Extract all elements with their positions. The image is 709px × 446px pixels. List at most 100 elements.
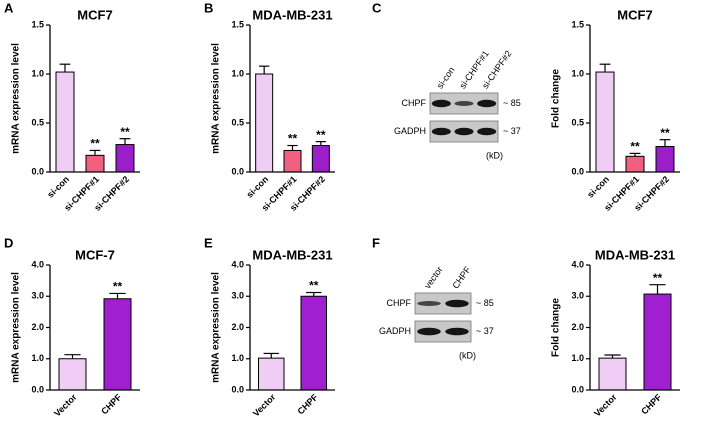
blot-band bbox=[431, 127, 451, 136]
y-axis-label: mRNA expression level bbox=[11, 43, 22, 154]
error-bar bbox=[287, 144, 298, 151]
error-bar bbox=[59, 63, 71, 73]
y-tick-label: 4.0 bbox=[231, 259, 244, 269]
y-tick-label: 1.0 bbox=[31, 353, 44, 363]
blot-band bbox=[417, 327, 441, 336]
chart-title: MCF-7 bbox=[75, 247, 115, 262]
blot-band bbox=[431, 99, 451, 108]
error-bar bbox=[89, 149, 101, 156]
panel-letter: E bbox=[204, 235, 213, 250]
blot-band bbox=[454, 127, 474, 136]
bar bbox=[598, 357, 627, 391]
x-tick-label: si-con bbox=[585, 174, 611, 200]
y-axis-label: mRNA expression level bbox=[11, 272, 22, 383]
protein-label: GADPH bbox=[394, 126, 426, 136]
y-tick-label: 1.0 bbox=[31, 68, 44, 78]
size-label: ~ 37 bbox=[503, 126, 521, 136]
bar bbox=[300, 295, 327, 391]
chart-title: MCF7 bbox=[77, 7, 112, 22]
y-tick-label: 3.0 bbox=[571, 291, 584, 301]
blot-band bbox=[417, 301, 441, 306]
y-tick-label: 0.5 bbox=[31, 117, 44, 127]
x-tick-label: Vector bbox=[52, 392, 79, 419]
y-axis-label: mRNA expression level bbox=[211, 43, 222, 154]
x-tick-label: si-con bbox=[244, 174, 270, 200]
y-tick-label: 4.0 bbox=[31, 259, 44, 269]
error-bar bbox=[649, 284, 666, 295]
blot-band bbox=[477, 99, 497, 108]
unit-label: (kD) bbox=[459, 350, 476, 360]
y-tick-label: 1.5 bbox=[571, 19, 584, 29]
y-tick-label: 4.0 bbox=[571, 259, 584, 269]
lane-label: si-con bbox=[435, 65, 457, 90]
protein-label: GADPH bbox=[379, 326, 411, 336]
error-bar bbox=[306, 291, 322, 297]
error-bar bbox=[119, 138, 131, 145]
bar bbox=[283, 149, 302, 173]
chart-title: MDA-MB-231 bbox=[252, 7, 332, 22]
significance: ** bbox=[90, 137, 100, 151]
bar bbox=[85, 154, 105, 173]
significance: ** bbox=[288, 132, 298, 146]
bar bbox=[103, 298, 132, 391]
y-tick-label: 2.0 bbox=[31, 322, 44, 332]
y-tick-label: 0.0 bbox=[571, 166, 584, 176]
y-tick-label: 1.0 bbox=[571, 353, 584, 363]
blot-band bbox=[454, 101, 474, 106]
panel-letter: C bbox=[372, 0, 382, 15]
significance: ** bbox=[113, 280, 123, 294]
error-bar bbox=[263, 352, 279, 359]
y-tick-label: 1.0 bbox=[231, 353, 244, 363]
bar bbox=[58, 358, 87, 391]
y-tick-label: 1.5 bbox=[231, 19, 244, 29]
error-bar bbox=[604, 354, 621, 359]
error-bar bbox=[599, 63, 611, 73]
x-tick-label: CHPF bbox=[295, 392, 320, 417]
error-bar bbox=[629, 152, 641, 157]
significance: ** bbox=[309, 279, 319, 293]
bar bbox=[255, 73, 274, 173]
blot-box bbox=[414, 320, 472, 343]
error-bar bbox=[64, 354, 81, 359]
bar bbox=[643, 293, 672, 391]
y-tick-label: 3.0 bbox=[231, 291, 244, 301]
significance: ** bbox=[653, 271, 663, 285]
y-tick-label: 0.0 bbox=[31, 166, 44, 176]
size-label: ~ 85 bbox=[503, 98, 521, 108]
x-tick-label: Vector bbox=[251, 392, 278, 419]
y-tick-label: 0.0 bbox=[31, 384, 44, 394]
y-tick-label: 2.0 bbox=[231, 322, 244, 332]
y-tick-label: 0.5 bbox=[231, 117, 244, 127]
x-tick-label: si-con bbox=[45, 174, 71, 200]
blot-band bbox=[477, 127, 497, 136]
bar bbox=[258, 357, 285, 391]
unit-label: (kD) bbox=[486, 150, 503, 160]
error-bar bbox=[659, 139, 671, 147]
y-tick-label: 1.0 bbox=[571, 68, 584, 78]
error-bar bbox=[109, 292, 126, 299]
size-label: ~ 37 bbox=[476, 326, 494, 336]
significance: ** bbox=[316, 128, 326, 142]
y-tick-label: 1.0 bbox=[231, 68, 244, 78]
blot-band bbox=[445, 299, 469, 308]
size-label: ~ 85 bbox=[476, 298, 494, 308]
y-axis-label: Fold change bbox=[551, 298, 562, 357]
error-bar bbox=[259, 65, 270, 74]
y-tick-label: 2.0 bbox=[571, 322, 584, 332]
chart-title: MCF7 bbox=[617, 7, 652, 22]
y-tick-label: 0.5 bbox=[571, 117, 584, 127]
y-tick-label: 1.5 bbox=[31, 19, 44, 29]
panel-letter: A bbox=[4, 0, 14, 15]
protein-label: CHPF bbox=[402, 98, 427, 108]
significance: ** bbox=[120, 125, 130, 139]
panel-letter: D bbox=[4, 235, 13, 250]
significance: ** bbox=[660, 126, 670, 140]
bar bbox=[595, 71, 615, 173]
lane-label: CHPF bbox=[450, 264, 473, 290]
bar bbox=[55, 71, 75, 173]
x-tick-label: CHPF bbox=[99, 392, 124, 417]
lane-label: vector bbox=[422, 265, 444, 291]
bar bbox=[655, 146, 675, 173]
y-axis-label: Fold change bbox=[551, 69, 562, 128]
